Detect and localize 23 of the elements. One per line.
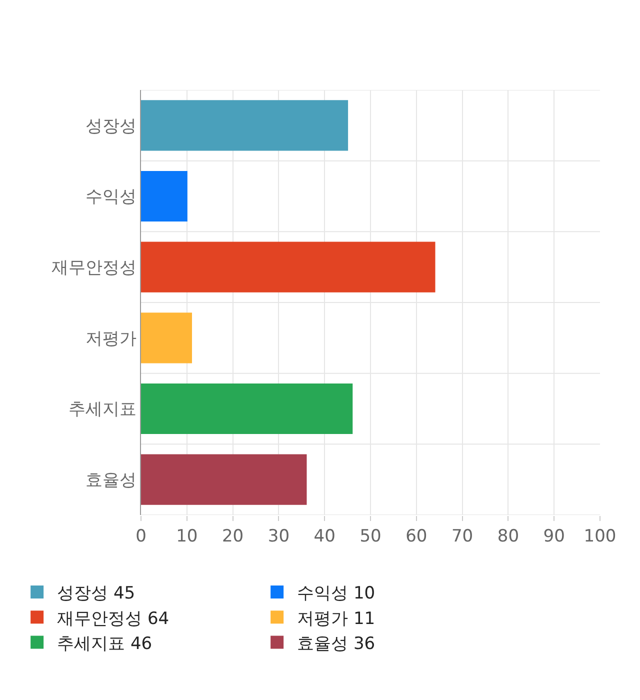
y-tick-label: 재무안정성 bbox=[52, 258, 137, 278]
y-tick-label: 성장성 bbox=[86, 116, 137, 136]
x-tick-label: 0 bbox=[136, 526, 146, 546]
x-tick-label: 30 bbox=[268, 526, 290, 546]
x-tick-label: 100 bbox=[584, 526, 616, 546]
legend-label: 재무안정성 64 bbox=[57, 608, 170, 629]
y-tick-label: 저평가 bbox=[86, 328, 137, 349]
legend-label: 저평가 11 bbox=[297, 608, 376, 629]
x-tick-label: 80 bbox=[497, 526, 520, 546]
x-tick-label: 70 bbox=[451, 526, 474, 546]
x-tick-label: 50 bbox=[360, 526, 382, 546]
legend-label: 수익성 10 bbox=[297, 584, 376, 604]
x-tick-label: 90 bbox=[543, 526, 565, 546]
legend-label: 성장성 45 bbox=[57, 584, 136, 604]
y-tick-label: 효율성 bbox=[86, 470, 137, 491]
x-tick-label: 10 bbox=[176, 526, 198, 546]
legend-label: 추세지표 46 bbox=[57, 634, 152, 654]
y-tick-label: 수익성 bbox=[86, 187, 137, 208]
y-tick-label: 추세지표 bbox=[68, 400, 137, 420]
x-tick-label: 60 bbox=[406, 526, 428, 546]
x-tick-label: 20 bbox=[222, 526, 244, 546]
x-tick-label: 40 bbox=[314, 526, 336, 546]
legend-label: 효율성 36 bbox=[297, 634, 376, 654]
